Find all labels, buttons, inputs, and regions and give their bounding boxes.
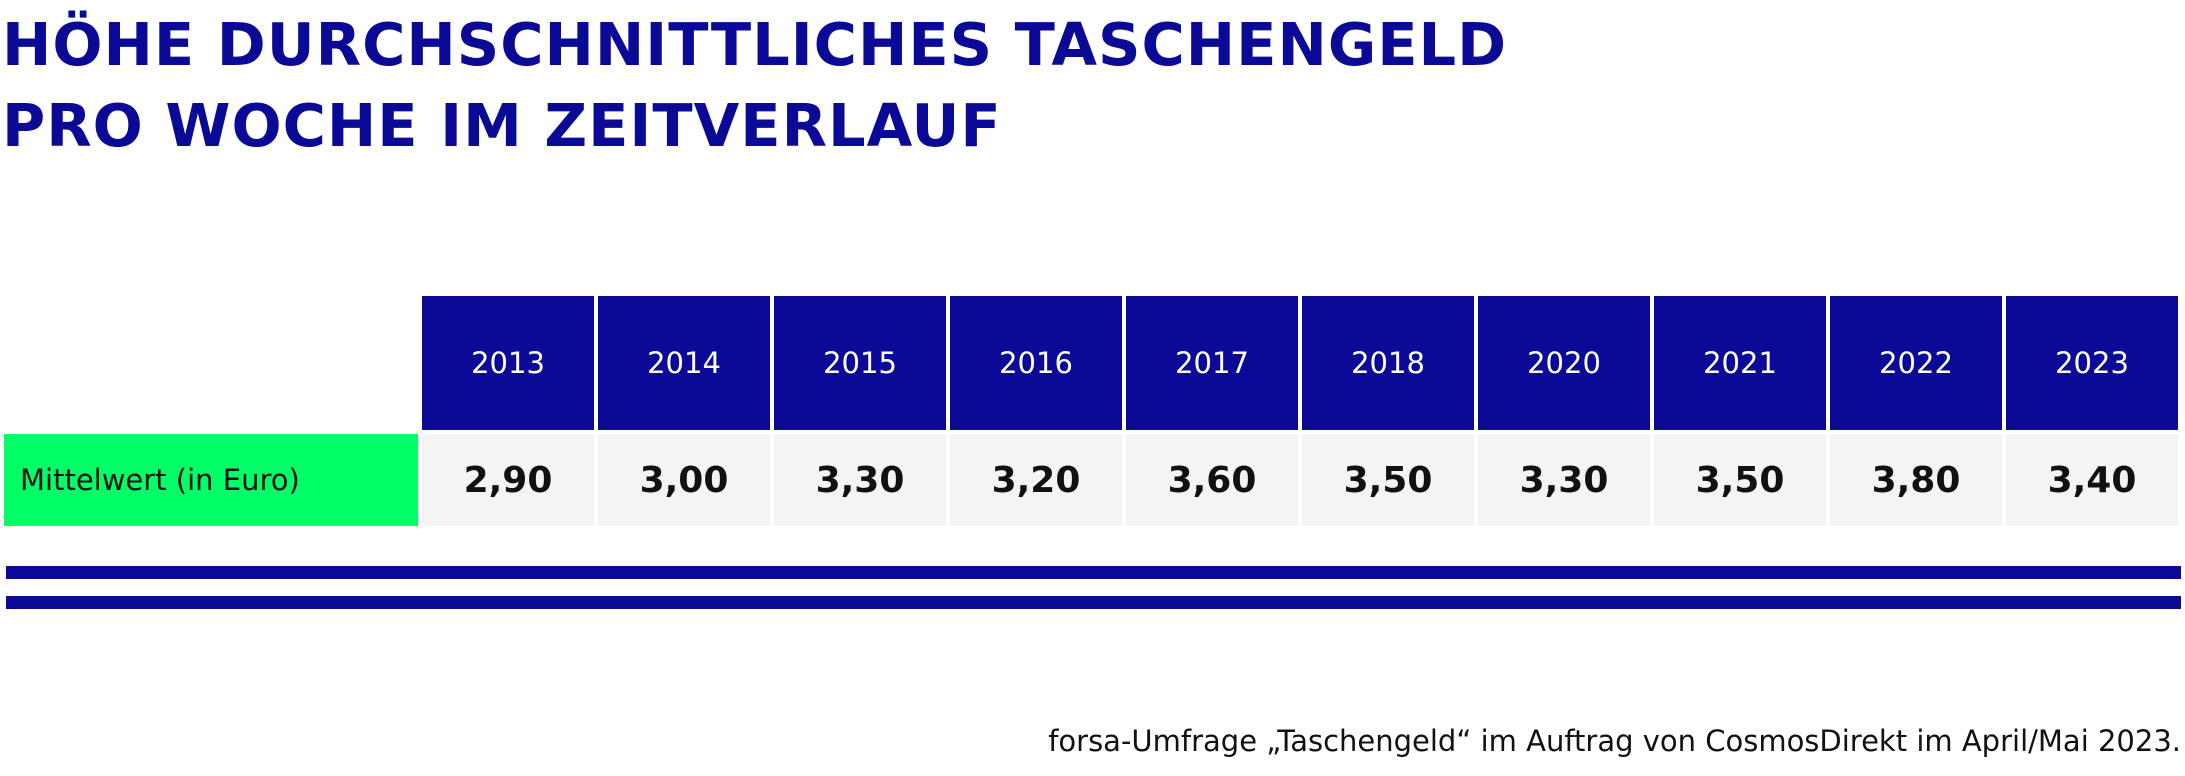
table-corner-cell: [4, 296, 418, 430]
row-label-mean: Mittelwert (in Euro): [4, 434, 418, 526]
value-cell-2013: 2,90: [422, 434, 594, 526]
year-header-2017: 2017: [1126, 296, 1298, 430]
divider-rule-bottom: [6, 596, 2181, 609]
chart-title-line-1: HÖHE DURCHSCHNITTLICHES TASCHENGELD: [2, 10, 1508, 79]
chart-title: HÖHE DURCHSCHNITTLICHES TASCHENGELD PRO …: [2, 4, 1507, 166]
year-header-2013: 2013: [422, 296, 594, 430]
value-cell-2023: 3,40: [2006, 434, 2178, 526]
year-header-2016: 2016: [950, 296, 1122, 430]
year-header-2023: 2023: [2006, 296, 2178, 430]
year-header-2018: 2018: [1302, 296, 1474, 430]
value-cell-2015: 3,30: [774, 434, 946, 526]
value-cell-2017: 3,60: [1126, 434, 1298, 526]
mean-value-row: Mittelwert (in Euro) 2,90 3,00 3,30 3,20…: [4, 434, 2178, 526]
chart-title-line-2: PRO WOCHE IM ZEITVERLAUF: [2, 91, 1002, 160]
source-note: forsa-Umfrage „Taschengeld“ im Auftrag v…: [1048, 724, 2181, 758]
year-header-2021: 2021: [1654, 296, 1826, 430]
value-cell-2022: 3,80: [1830, 434, 2002, 526]
value-cell-2018: 3,50: [1302, 434, 1474, 526]
year-header-2022: 2022: [1830, 296, 2002, 430]
year-header-row: 2013 2014 2015 2016 2017 2018 2020 2021 …: [4, 296, 2178, 430]
value-cell-2020: 3,30: [1478, 434, 1650, 526]
year-header-2014: 2014: [598, 296, 770, 430]
year-header-2020: 2020: [1478, 296, 1650, 430]
value-cell-2021: 3,50: [1654, 434, 1826, 526]
year-header-2015: 2015: [774, 296, 946, 430]
value-cell-2014: 3,00: [598, 434, 770, 526]
divider-rule-top: [6, 566, 2181, 579]
value-cell-2016: 3,20: [950, 434, 1122, 526]
pocket-money-table: 2013 2014 2015 2016 2017 2018 2020 2021 …: [0, 292, 2182, 530]
